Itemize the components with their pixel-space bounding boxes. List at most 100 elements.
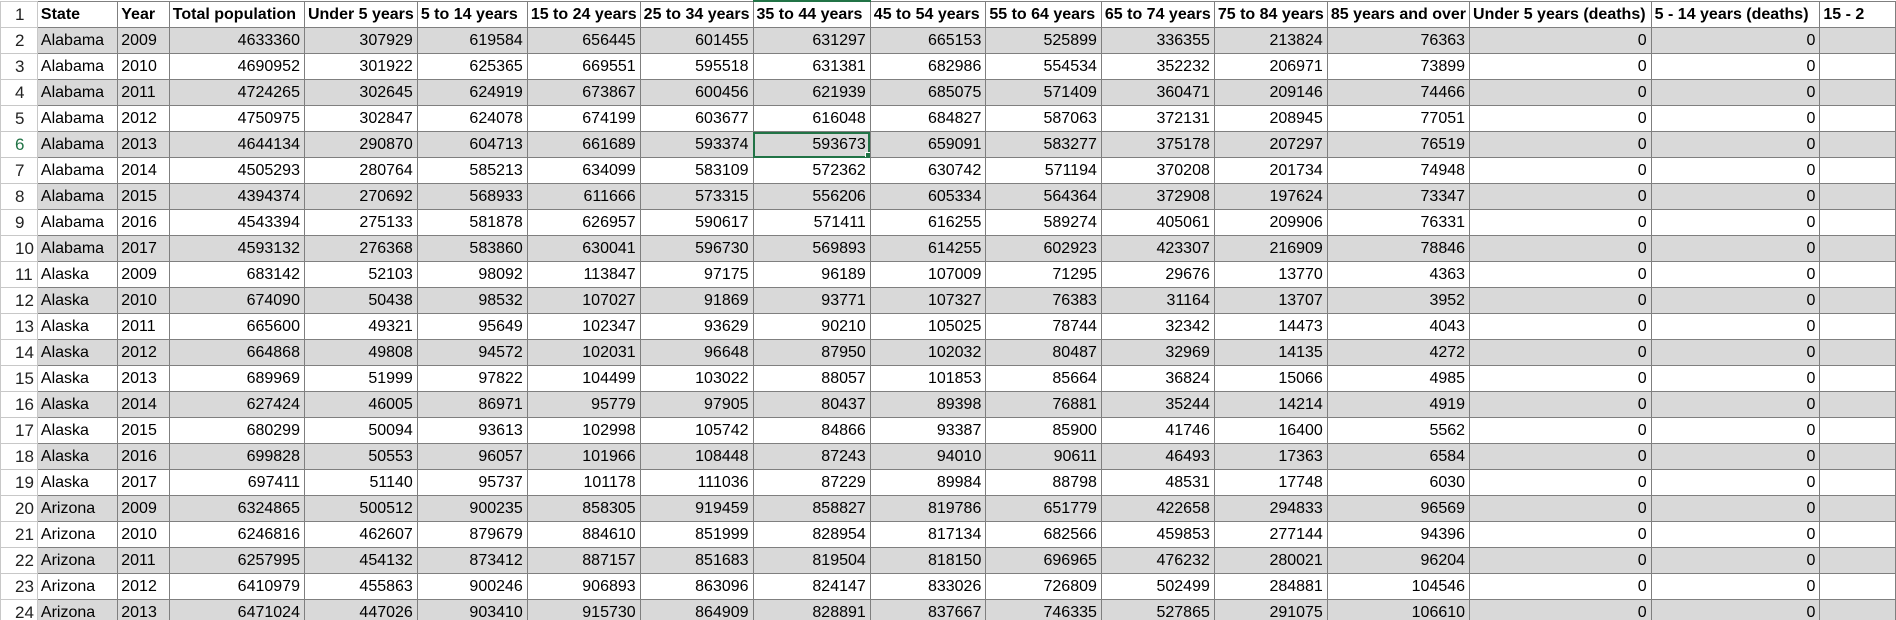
value-cell[interactable]: 680299 <box>168 417 305 444</box>
column-header-cell[interactable]: 5 - 14 years (deaths) <box>1650 0 1821 28</box>
value-cell[interactable]: 4919 <box>1326 391 1471 418</box>
row-number[interactable]: 5 <box>0 105 38 132</box>
value-cell[interactable]: 102031 <box>526 339 641 366</box>
value-cell[interactable]: 583860 <box>416 235 528 262</box>
value-cell[interactable]: 302847 <box>303 105 418 132</box>
column-header-cell[interactable]: Under 5 years (deaths) <box>1469 0 1652 28</box>
value-cell[interactable]: 837667 <box>869 599 987 620</box>
state-cell[interactable]: Alaska <box>36 443 119 470</box>
value-cell[interactable]: 630041 <box>526 235 641 262</box>
value-cell[interactable]: 0 <box>1650 573 1821 600</box>
state-cell[interactable]: Alabama <box>36 131 119 158</box>
value-cell[interactable]: 29676 <box>1100 261 1215 288</box>
year-cell[interactable]: 2016 <box>117 443 170 470</box>
value-cell[interactable]: 674090 <box>168 287 305 314</box>
value-cell[interactable]: 0 <box>1469 469 1652 496</box>
state-cell[interactable]: Alabama <box>36 157 119 184</box>
column-header-cell[interactable]: 15 - 2 <box>1819 0 1896 28</box>
value-cell[interactable]: 674199 <box>526 105 641 132</box>
row-number[interactable]: 15 <box>0 365 38 392</box>
value-cell[interactable]: 689969 <box>168 365 305 392</box>
state-cell[interactable]: Arizona <box>36 599 119 620</box>
value-cell[interactable]: 863096 <box>639 573 754 600</box>
value-cell[interactable]: 41746 <box>1100 417 1215 444</box>
value-cell[interactable]: 71295 <box>985 261 1102 288</box>
value-cell[interactable] <box>1819 365 1896 392</box>
value-cell[interactable]: 619584 <box>416 27 528 54</box>
value-cell[interactable]: 209146 <box>1213 79 1328 106</box>
value-cell[interactable]: 352232 <box>1100 53 1215 80</box>
year-cell[interactable]: 2017 <box>117 235 170 262</box>
value-cell[interactable]: 685075 <box>869 79 987 106</box>
value-cell[interactable] <box>1819 157 1896 184</box>
state-cell[interactable]: Arizona <box>36 573 119 600</box>
value-cell[interactable]: 884610 <box>526 521 641 548</box>
value-cell[interactable]: 85900 <box>985 417 1102 444</box>
value-cell[interactable]: 96057 <box>416 443 528 470</box>
value-cell[interactable] <box>1819 599 1896 620</box>
value-cell[interactable]: 96648 <box>639 339 754 366</box>
value-cell[interactable] <box>1819 27 1896 54</box>
value-cell[interactable]: 651779 <box>985 495 1102 522</box>
value-cell[interactable] <box>1819 339 1896 366</box>
column-header-cell[interactable]: 85 years and over <box>1326 0 1471 28</box>
value-cell[interactable]: 76331 <box>1326 209 1471 236</box>
value-cell[interactable]: 0 <box>1469 105 1652 132</box>
state-cell[interactable]: Alabama <box>36 235 119 262</box>
state-cell[interactable]: Alaska <box>36 417 119 444</box>
value-cell[interactable]: 76881 <box>985 391 1102 418</box>
column-header-cell[interactable]: 15 to 24 years <box>526 0 641 28</box>
value-cell[interactable]: 726809 <box>985 573 1102 600</box>
value-cell[interactable]: 828954 <box>752 521 871 548</box>
value-cell[interactable] <box>1819 313 1896 340</box>
value-cell[interactable]: 88798 <box>985 469 1102 496</box>
value-cell[interactable]: 4985 <box>1326 365 1471 392</box>
value-cell[interactable]: 684827 <box>869 105 987 132</box>
value-cell[interactable]: 73899 <box>1326 53 1471 80</box>
value-cell[interactable]: 568933 <box>416 183 528 210</box>
year-cell[interactable]: 2010 <box>117 53 170 80</box>
value-cell[interactable]: 4272 <box>1326 339 1471 366</box>
value-cell[interactable]: 0 <box>1469 261 1652 288</box>
value-cell[interactable]: 6324865 <box>168 495 305 522</box>
value-cell[interactable]: 14135 <box>1213 339 1328 366</box>
value-cell[interactable]: 35244 <box>1100 391 1215 418</box>
value-cell[interactable]: 93629 <box>639 313 754 340</box>
value-cell[interactable]: 564364 <box>985 183 1102 210</box>
value-cell[interactable]: 14473 <box>1213 313 1328 340</box>
value-cell[interactable] <box>1819 469 1896 496</box>
value-cell[interactable]: 87243 <box>752 443 871 470</box>
value-cell[interactable]: 476232 <box>1100 547 1215 574</box>
value-cell[interactable]: 4690952 <box>168 53 305 80</box>
value-cell[interactable]: 614255 <box>869 235 987 262</box>
value-cell[interactable]: 97175 <box>639 261 754 288</box>
value-cell[interactable]: 0 <box>1650 287 1821 314</box>
value-cell[interactable] <box>1819 391 1896 418</box>
value-cell[interactable]: 0 <box>1469 521 1652 548</box>
row-number[interactable]: 23 <box>0 573 38 600</box>
value-cell[interactable]: 104546 <box>1326 573 1471 600</box>
value-cell[interactable]: 0 <box>1469 339 1652 366</box>
value-cell[interactable]: 0 <box>1650 495 1821 522</box>
state-cell[interactable]: Alaska <box>36 469 119 496</box>
value-cell[interactable]: 697411 <box>168 469 305 496</box>
value-cell[interactable]: 0 <box>1650 339 1821 366</box>
year-cell[interactable]: 2012 <box>117 105 170 132</box>
value-cell[interactable]: 631381 <box>752 53 871 80</box>
value-cell[interactable]: 525899 <box>985 27 1102 54</box>
year-cell[interactable]: 2011 <box>117 79 170 106</box>
value-cell[interactable]: 573315 <box>639 183 754 210</box>
value-cell[interactable]: 851999 <box>639 521 754 548</box>
value-cell[interactable]: 864909 <box>639 599 754 620</box>
value-cell[interactable]: 556206 <box>752 183 871 210</box>
year-cell[interactable]: 2010 <box>117 521 170 548</box>
value-cell[interactable]: 683142 <box>168 261 305 288</box>
year-cell[interactable]: 2009 <box>117 27 170 54</box>
state-cell[interactable]: Alaska <box>36 313 119 340</box>
value-cell[interactable]: 603677 <box>639 105 754 132</box>
value-cell[interactable] <box>1819 105 1896 132</box>
value-cell[interactable]: 0 <box>1469 495 1652 522</box>
value-cell[interactable]: 294833 <box>1213 495 1328 522</box>
value-cell[interactable]: 31164 <box>1100 287 1215 314</box>
value-cell[interactable]: 879679 <box>416 521 528 548</box>
